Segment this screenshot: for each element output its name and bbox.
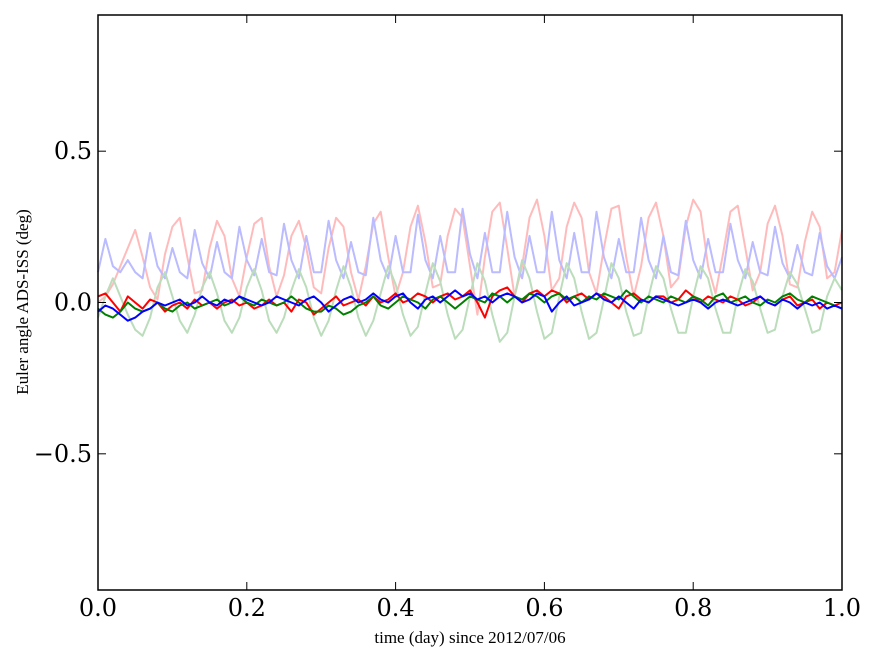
- y-tick-label-2: −0.5: [34, 440, 92, 468]
- x-tick-label-4: 0.8: [674, 594, 712, 622]
- plot-frame: [97, 14, 843, 591]
- series-layer: [97, 198, 843, 343]
- y-tick-label-0: 0.5: [54, 137, 92, 165]
- x-tick-label-0: 0.0: [79, 594, 117, 622]
- y-axis-label: Euler angle ADS-ISS (deg): [13, 209, 32, 395]
- series-line-5: [97, 289, 843, 319]
- x-axis-label: time (day) since 2012/07/06: [374, 628, 565, 647]
- x-tick-labels: 0.0 0.2 0.4 0.6 0.8 1.0: [79, 594, 861, 622]
- series-line-2: [97, 207, 843, 280]
- x-tick-label-5: 1.0: [823, 594, 861, 622]
- series-line-1: [97, 198, 843, 316]
- x-tick-label-1: 0.2: [228, 594, 266, 622]
- x-tick-label-3: 0.6: [525, 594, 563, 622]
- y-tick-label-1: 0.0: [54, 289, 92, 317]
- x-tick-label-2: 0.4: [377, 594, 415, 622]
- series-line-6: [97, 289, 843, 322]
- y-tick-labels: 0.5 0.0 −0.5: [34, 137, 92, 468]
